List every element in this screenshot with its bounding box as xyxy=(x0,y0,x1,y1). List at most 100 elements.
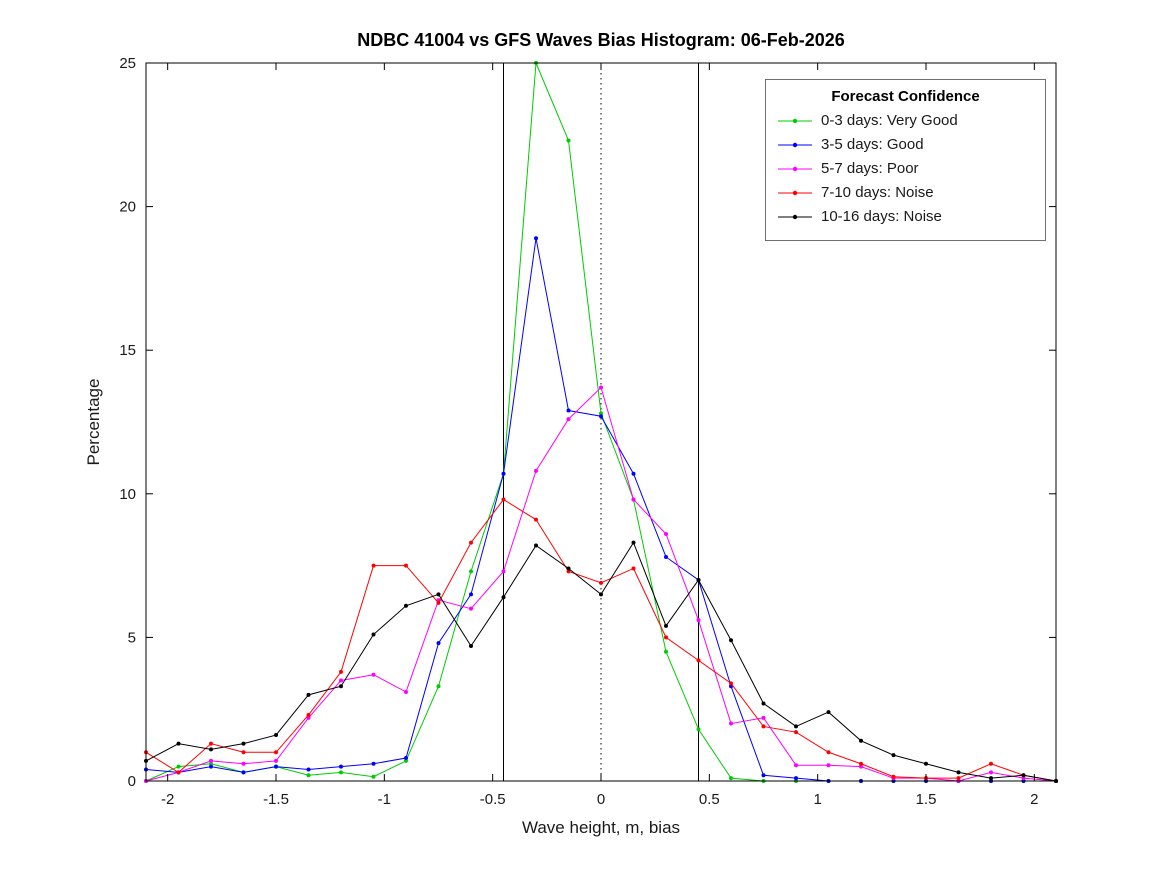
data-point-marker xyxy=(631,566,636,571)
legend-entry: 0-3 days: Very Good xyxy=(778,112,1033,129)
x-tick-label: 0.5 xyxy=(699,791,720,808)
data-point-marker xyxy=(631,497,636,502)
data-point-marker xyxy=(241,761,246,766)
x-tick-label: -0.5 xyxy=(480,791,506,808)
data-point-marker xyxy=(696,727,701,732)
data-point-marker xyxy=(631,471,636,476)
legend-entry: 7-10 days: Noise xyxy=(778,184,1033,201)
data-point-marker xyxy=(696,577,701,582)
data-point-marker xyxy=(306,767,311,772)
data-point-marker xyxy=(566,566,571,571)
data-point-marker xyxy=(176,770,181,775)
data-point-marker xyxy=(664,554,668,559)
data-point-marker xyxy=(534,517,538,522)
data-point-marker xyxy=(469,569,473,574)
data-point-marker xyxy=(826,763,831,768)
legend-title: Forecast Confidence xyxy=(831,88,980,105)
legend-entry-label: 5-7 days: Poor xyxy=(821,160,919,177)
data-point-marker xyxy=(339,770,343,775)
data-point-marker xyxy=(794,730,798,735)
data-point-marker xyxy=(1021,773,1026,778)
x-tick-label: -1 xyxy=(378,791,391,808)
y-axis-label: Percentage xyxy=(84,379,103,466)
y-tick-label: 0 xyxy=(128,773,136,790)
data-point-marker xyxy=(339,684,343,689)
data-point-marker xyxy=(241,750,246,755)
data-point-marker xyxy=(209,761,213,766)
data-point-marker xyxy=(664,649,668,654)
data-point-marker xyxy=(696,658,701,663)
chart-title: NDBC 41004 vs GFS Waves Bias Histogram: … xyxy=(357,30,845,50)
data-point-marker xyxy=(306,692,311,697)
data-point-marker xyxy=(794,763,798,768)
data-point-marker xyxy=(176,741,181,746)
data-point-marker xyxy=(891,774,896,779)
legend-line-sample xyxy=(778,118,812,123)
y-tick-label: 10 xyxy=(119,486,136,503)
data-point-marker xyxy=(339,669,343,674)
data-point-marker xyxy=(404,756,408,761)
data-point-marker xyxy=(664,623,668,628)
data-point-marker xyxy=(729,638,733,643)
data-point-marker xyxy=(501,595,506,600)
data-point-marker xyxy=(534,236,538,241)
data-point-marker xyxy=(566,408,571,413)
x-tick-label: 0 xyxy=(597,791,605,808)
data-point-marker xyxy=(859,761,863,766)
legend: Forecast Confidence 0-3 days: Very Good 3… xyxy=(765,79,1046,241)
data-point-marker xyxy=(469,644,473,649)
data-point-marker xyxy=(989,770,993,775)
data-point-marker xyxy=(339,764,343,769)
data-point-marker xyxy=(664,532,668,537)
data-point-marker xyxy=(761,701,766,706)
data-point-marker xyxy=(664,635,668,640)
data-point-marker xyxy=(566,138,571,143)
data-point-marker xyxy=(404,758,408,763)
data-point-marker xyxy=(501,569,506,574)
data-point-marker xyxy=(209,764,213,769)
legend-entry-label: 7-10 days: Noise xyxy=(821,184,934,201)
data-point-marker xyxy=(956,776,961,781)
data-point-marker xyxy=(599,592,603,597)
x-axis-label: Wave height, m, bias xyxy=(522,818,680,837)
data-point-marker xyxy=(794,724,798,729)
y-tick-label: 15 xyxy=(119,342,136,359)
data-point-marker xyxy=(339,678,343,683)
data-point-marker xyxy=(599,411,603,416)
legend-entry: 3-5 days: Good xyxy=(778,136,1033,153)
data-point-marker xyxy=(306,712,311,717)
y-tick-label: 5 xyxy=(128,629,136,646)
data-point-marker xyxy=(436,600,441,605)
legend-line-sample xyxy=(778,142,812,147)
data-point-marker xyxy=(209,741,213,746)
data-point-marker xyxy=(989,776,993,781)
data-point-marker xyxy=(469,606,473,611)
data-point-marker xyxy=(599,580,603,585)
data-point-marker xyxy=(209,758,213,763)
data-point-marker xyxy=(274,764,278,769)
x-tick-label: -2 xyxy=(161,791,174,808)
data-point-marker xyxy=(729,721,733,726)
x-tick-label: 1 xyxy=(813,791,821,808)
data-point-marker xyxy=(209,747,213,752)
data-point-marker xyxy=(436,641,441,646)
data-point-marker xyxy=(599,385,603,390)
data-point-marker xyxy=(859,738,863,743)
legend-line-sample xyxy=(778,166,812,171)
legend-entry: 10-16 days: Noise xyxy=(778,208,1033,225)
data-point-marker xyxy=(1021,776,1026,781)
data-point-marker xyxy=(794,776,798,781)
x-tick-label: 2 xyxy=(1030,791,1038,808)
data-point-marker xyxy=(274,750,278,755)
data-point-marker xyxy=(371,563,376,568)
data-point-marker xyxy=(306,773,311,778)
data-point-marker xyxy=(924,761,928,766)
data-point-marker xyxy=(826,710,831,715)
y-tick-label: 25 xyxy=(119,55,136,72)
series-line xyxy=(145,238,1056,782)
data-point-marker xyxy=(404,603,408,608)
data-point-marker xyxy=(371,774,376,779)
